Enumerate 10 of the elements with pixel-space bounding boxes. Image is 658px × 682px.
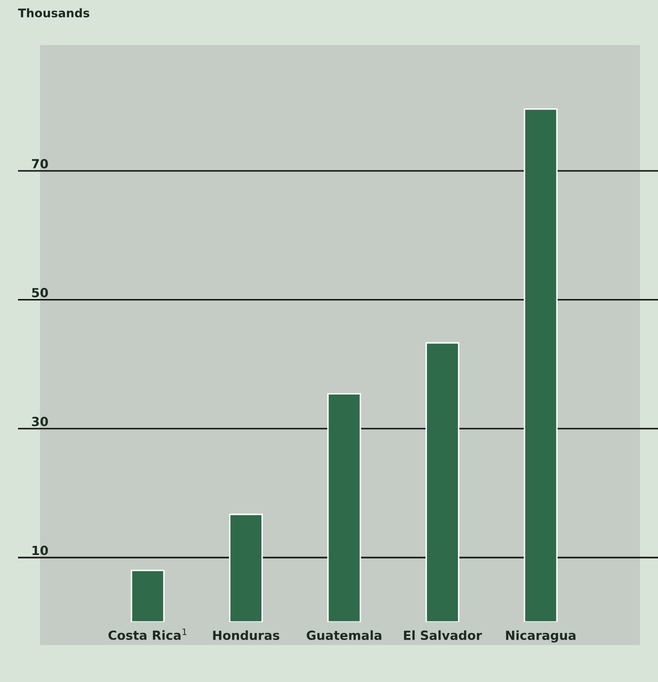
y-tick-label: 50	[32, 288, 48, 298]
x-tick-label: Guatemala	[306, 630, 382, 640]
x-tick-label: El Salvador	[404, 630, 482, 640]
y-tick-label: 30	[32, 416, 48, 426]
y-axis-title: Thousands	[18, 8, 90, 18]
y-tick-label: 10	[32, 546, 48, 556]
x-tick-label: Nicaragua	[506, 630, 576, 643]
y-tick-label: 70	[32, 159, 48, 168]
x-tick-label: Honduras	[213, 630, 280, 640]
x-tick-label: Costa Rica$^{1}$	[108, 628, 186, 640]
